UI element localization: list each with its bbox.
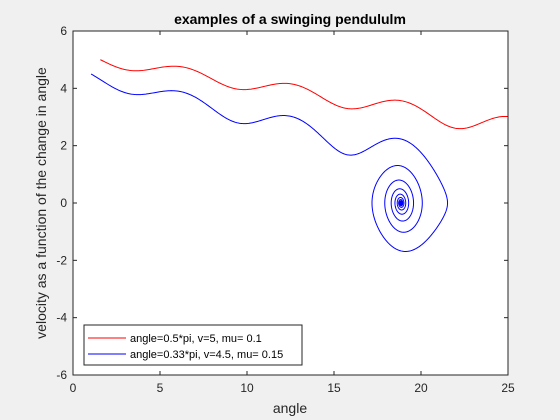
y-tick-label: -4 bbox=[56, 311, 67, 325]
legend-box bbox=[83, 324, 303, 366]
legend: angle=0.5*pi, v=5, mu= 0.1 angle=0.33*pi… bbox=[83, 324, 303, 366]
x-tick-label: 0 bbox=[70, 381, 77, 395]
x-tick-label: 10 bbox=[240, 381, 254, 395]
y-tick-label: 4 bbox=[60, 81, 67, 95]
legend-label-blue: angle=0.33*pi, v=4.5, mu= 0.15 bbox=[130, 349, 283, 361]
y-tick-label: 6 bbox=[60, 24, 67, 38]
chart-title: examples of a swinging pendululm bbox=[174, 11, 406, 27]
y-tick-label: -2 bbox=[56, 253, 67, 267]
series-line-blue bbox=[90, 73, 449, 252]
y-axis-label: velocity as a function of the change in … bbox=[33, 67, 49, 339]
x-tick-label: 25 bbox=[501, 381, 515, 395]
x-axis-label: angle bbox=[273, 400, 307, 416]
ticks-layer: 0 5 10 15 20 25 -6 -4 -2 0 2 4 6 bbox=[56, 24, 515, 395]
y-tick-label: 0 bbox=[60, 196, 67, 210]
x-tick-label: 15 bbox=[327, 381, 341, 395]
y-tick-label: -6 bbox=[56, 368, 67, 382]
x-tick-label: 20 bbox=[414, 381, 428, 395]
x-tick-label: 5 bbox=[157, 381, 164, 395]
y-tick-label: 2 bbox=[60, 139, 67, 153]
plot-area bbox=[73, 31, 508, 375]
series-layer bbox=[90, 59, 508, 252]
legend-label-red: angle=0.5*pi, v=5, mu= 0.1 bbox=[130, 333, 262, 345]
